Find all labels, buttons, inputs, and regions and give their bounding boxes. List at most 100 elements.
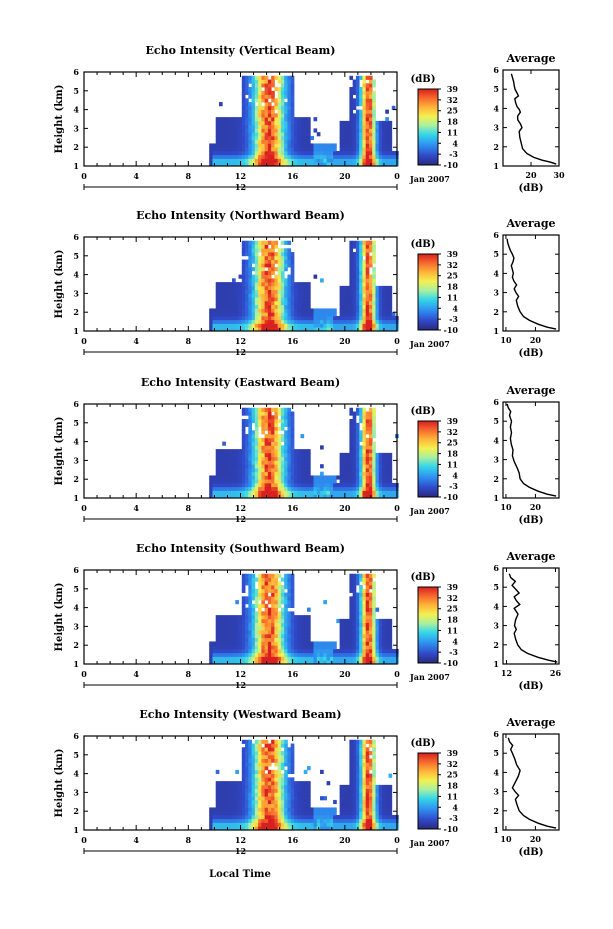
heatmap-cell (375, 471, 380, 476)
heatmap-cell (245, 278, 249, 283)
heatmap-cell (277, 248, 282, 253)
heatmap-cell (287, 79, 292, 84)
heatmap-cell (241, 781, 246, 786)
heatmap-cell (365, 415, 370, 420)
heatmap-cell (254, 419, 259, 424)
heatmap-cell (271, 315, 275, 321)
heatmap-cell (277, 117, 282, 122)
heatmap-cell (280, 300, 285, 306)
heatmap-cell (218, 139, 223, 144)
heatmap-cell (359, 781, 363, 786)
heatmap-cell (228, 494, 233, 499)
heatmap-cell (271, 618, 275, 624)
heatmap-cell (372, 626, 376, 631)
heatmap-cell (248, 248, 252, 253)
heatmap-cell (287, 630, 292, 635)
heatmap-cell (258, 411, 262, 416)
colorbar-tick-label: 4 (452, 303, 458, 313)
heatmap-cell (372, 769, 376, 774)
heatmap-cell (303, 449, 308, 454)
heatmap-cell (248, 758, 252, 763)
heatmap-cell (355, 102, 360, 107)
heatmap-cell (277, 158, 282, 163)
heatmap-cell (284, 407, 288, 412)
heatmap-cell (303, 120, 308, 126)
heatmap-cell (362, 109, 367, 114)
heatmap-cell (271, 282, 275, 287)
heatmap-cell (391, 660, 396, 665)
heatmap-cell (222, 637, 226, 642)
heatmap-cell (300, 300, 305, 306)
heatmap-cell (241, 240, 246, 245)
heatmap-cell (271, 788, 275, 793)
heatmap-cell (297, 626, 301, 631)
heatmap-cell (352, 811, 357, 816)
heatmap-cell (209, 475, 213, 480)
y-tick-label: 6 (73, 565, 79, 575)
heatmap-cell (349, 464, 354, 469)
heatmap-cell (254, 660, 259, 665)
heatmap-cell (349, 105, 354, 110)
heatmap-cell (261, 240, 266, 245)
heatmap-cell (297, 315, 301, 321)
heatmap-cell (359, 117, 363, 122)
heatmap-cell (277, 274, 282, 279)
heatmap-cell (372, 766, 376, 771)
heatmap-cell (241, 630, 246, 635)
heatmap-cell (261, 596, 266, 601)
heatmap-cell (241, 615, 246, 620)
profile-axes (502, 567, 560, 665)
heatmap-cell (277, 758, 282, 763)
heatmap-cell (241, 109, 246, 114)
heatmap-cell (228, 648, 233, 654)
y-tick-label: 1 (73, 493, 79, 503)
heatmap-cell (339, 494, 344, 499)
profile-x-tick-label: 26 (550, 668, 562, 678)
heatmap-cell (352, 766, 357, 771)
heatmap-cell (248, 807, 252, 812)
heatmap-cell (290, 747, 295, 752)
heatmap-cell (254, 826, 259, 831)
heatmap-cell (349, 434, 354, 439)
y-tick-label: 2 (73, 307, 79, 317)
heatmap-cell (258, 796, 262, 801)
heatmap-cell (385, 460, 389, 465)
heatmap-cell (251, 240, 256, 245)
heatmap-cell (290, 267, 295, 272)
heatmap-cell (280, 641, 285, 646)
heatmap-cell (368, 622, 373, 627)
heatmap-cell (241, 278, 246, 283)
heatmap-cell (245, 139, 249, 144)
heatmap-cell (267, 641, 272, 646)
heatmap-cell (225, 300, 230, 306)
heatmap-cell (346, 475, 350, 480)
heatmap-cell (258, 441, 262, 446)
heatmap-cell (368, 471, 373, 476)
heatmap-cell (277, 581, 282, 586)
heatmap-cell (284, 79, 288, 84)
heatmap-cell (359, 471, 363, 476)
heatmap-cell (241, 739, 246, 744)
heatmap-cell (267, 79, 272, 84)
heatmap-cell (303, 150, 308, 156)
heatmap-cell (264, 83, 269, 88)
heatmap-cell (241, 162, 246, 167)
heatmap-cell (271, 648, 275, 654)
heatmap-cell (222, 807, 226, 812)
heatmap-cell (313, 490, 318, 495)
heatmap-cell (342, 297, 347, 302)
colorbar-tick-label: -10 (444, 492, 459, 502)
heatmap-cell (310, 818, 314, 823)
heatmap-cell (365, 319, 370, 324)
heatmap-cell (368, 240, 373, 245)
heatmap-cell (267, 490, 272, 495)
heatmap-cell (365, 796, 370, 801)
heatmap-cell (215, 645, 220, 650)
heatmap-cell (293, 490, 298, 495)
heatmap-cell (307, 464, 311, 469)
heatmap-cell (225, 282, 230, 287)
heatmap-cell (382, 818, 386, 823)
heatmap-cell (359, 132, 363, 137)
heatmap-cell (241, 135, 246, 141)
heatmap-cell (388, 648, 393, 654)
